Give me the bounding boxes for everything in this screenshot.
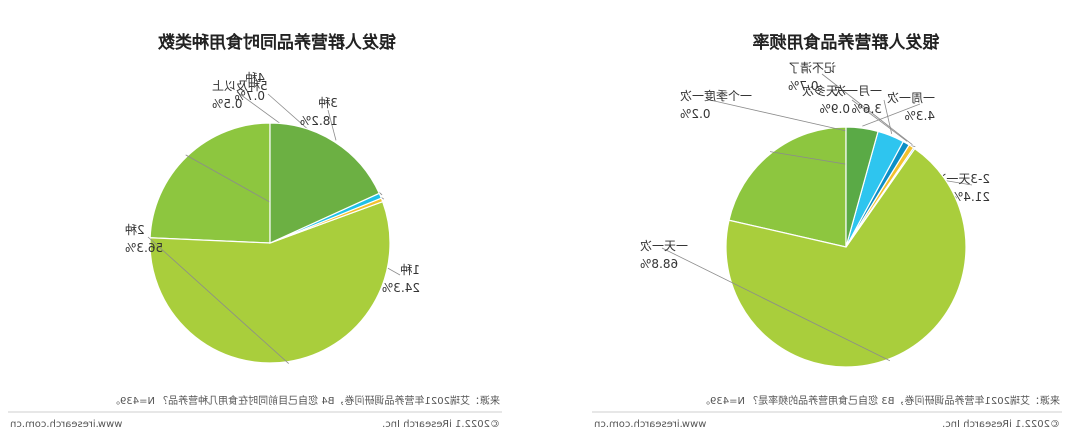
pie-slice-2-3 <box>728 126 847 248</box>
slice-label: 一月一次 <box>834 84 882 98</box>
mirrored-figure: 银发人群营养品食用频率 2-3天一次 21.4% 一天一次 68.8% 一个季度一次 0.… <box>8 32 1062 430</box>
leader-line <box>851 99 908 142</box>
slice-label: 3种 <box>318 96 338 110</box>
pie-chart: 2-3天一次 21.4% 一天一次 68.8% 一个季度一次 0.2% 记不清了 0.7%一天… <box>640 61 990 368</box>
slice-value-label: 4.3% <box>905 109 936 123</box>
leader-line <box>147 236 289 364</box>
leader-line <box>821 73 913 146</box>
panel-frequency: 银发人群营养品食用频率 2-3天一次 21.4% 一天一次 68.8% 一个季度一次 0.… <box>592 32 1062 430</box>
slice-label: 2种 <box>125 223 145 237</box>
leader-line <box>883 99 893 134</box>
slice-label: 2-3天一次 <box>934 172 990 186</box>
chart-title: 银发人群营养品同时食用种类数 <box>157 32 396 53</box>
slice-label: 一个季度一次 <box>680 88 752 103</box>
slice-value-label: 0.7% <box>235 89 266 103</box>
slice-label: 4种 <box>245 71 265 85</box>
slice-label: 1种 <box>400 263 420 277</box>
website: www.iresearch.com.cn <box>10 419 122 430</box>
slice-value-label: 0.9% <box>820 102 851 116</box>
slice-value-label: 68.8% <box>640 257 678 271</box>
leader-line <box>327 109 337 141</box>
pie-slice-2 <box>149 200 391 364</box>
pie-slice-1 <box>149 122 271 244</box>
pie-slice-slice-6 <box>845 126 879 248</box>
slice-label: 一天一次 <box>640 239 688 253</box>
leader-line <box>862 103 921 127</box>
leader-line <box>661 247 891 362</box>
slice-value-label: 0.2% <box>680 107 711 121</box>
copyright: ©2022.1 iResearch Inc. <box>382 419 500 430</box>
slice-label: 记不清了 <box>788 61 836 75</box>
slice-value-label: 3.6% <box>852 102 883 116</box>
slice-value-label: 21.4% <box>952 190 990 204</box>
pie-slice-slice-1 <box>725 147 967 368</box>
pie-chart: 1种 24.3% 2种 56.3% 5种及以上 0.5%4种 0.7% 3种 18.2% <box>125 71 420 364</box>
pie-slice-3 <box>269 122 381 244</box>
slice-label: 5种及以上 <box>212 79 268 93</box>
website: www.iresearch.com.cn <box>594 419 706 430</box>
copyright: ©2022.1 iResearch Inc. <box>942 419 1060 430</box>
source-note: 来源：艾瑞2021年营养品调研问卷，B3 您自己食用营养品的频率是？ N=439… <box>700 394 1060 407</box>
slice-value-label: 56.3% <box>125 241 163 255</box>
slice-value-label: 0.5% <box>212 97 243 111</box>
slice-value-label: 18.2% <box>300 114 338 128</box>
slice-label: 一周一次 <box>887 91 935 105</box>
source-note: 来源：艾瑞2021年营养品调研问卷，B4 您自己目前同时在食用几种营养品？ N=… <box>110 394 500 407</box>
slice-value-label: 24.3% <box>382 281 420 295</box>
slice-label: 一天多次 <box>802 84 850 98</box>
chart-title: 银发人群营养品食用频率 <box>753 32 940 53</box>
slice-value-label: 0.7% <box>788 79 819 93</box>
panel-types: 银发人群营养品同时食用种类数 1种 24.3% 2种 56.3% 5种及以上 0.5%4种… <box>8 32 502 430</box>
